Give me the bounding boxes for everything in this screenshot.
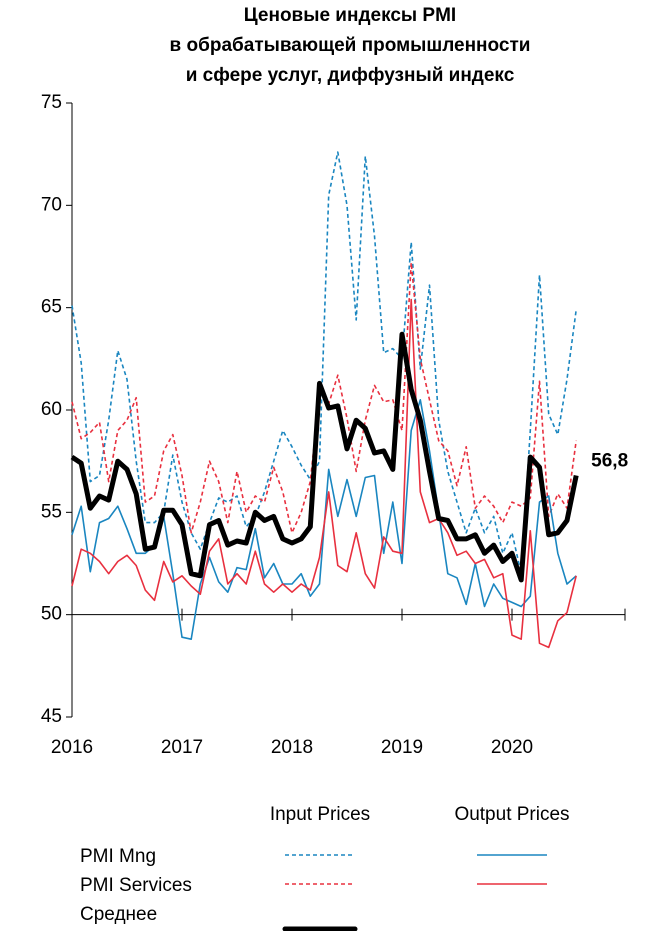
legend-header: Output Prices bbox=[454, 804, 569, 825]
x-tick-label: 2016 bbox=[51, 737, 93, 758]
series-line bbox=[71, 151, 577, 575]
y-tick-label: 45 bbox=[41, 706, 62, 727]
data-label: 56,8 bbox=[591, 451, 628, 472]
series-line bbox=[71, 298, 577, 649]
y-tick-label: 65 bbox=[41, 297, 62, 318]
x-tick-label: 2019 bbox=[381, 737, 423, 758]
x-tick-label: 2017 bbox=[161, 737, 203, 758]
y-tick-label: 75 bbox=[41, 92, 62, 113]
legend-header: Input Prices bbox=[270, 804, 370, 825]
chart-title: Ценовые индексы PMI bbox=[244, 5, 456, 26]
legend-label: PMI Mng bbox=[80, 846, 156, 867]
y-tick-label: 55 bbox=[41, 501, 62, 522]
y-tick-label: 50 bbox=[41, 604, 62, 625]
legend-label: Среднее bbox=[80, 904, 157, 925]
y-tick-label: 70 bbox=[41, 194, 62, 215]
chart-title: и сфере услуг, диффузный индекс bbox=[186, 65, 515, 86]
x-tick-label: 2020 bbox=[491, 737, 533, 758]
series-line bbox=[70, 331, 579, 583]
legend-label: PMI Services bbox=[80, 875, 192, 896]
y-tick-label: 60 bbox=[41, 399, 62, 420]
x-tick-label: 2018 bbox=[271, 737, 313, 758]
chart-title: в обрабатывающей промышленности bbox=[170, 35, 531, 56]
